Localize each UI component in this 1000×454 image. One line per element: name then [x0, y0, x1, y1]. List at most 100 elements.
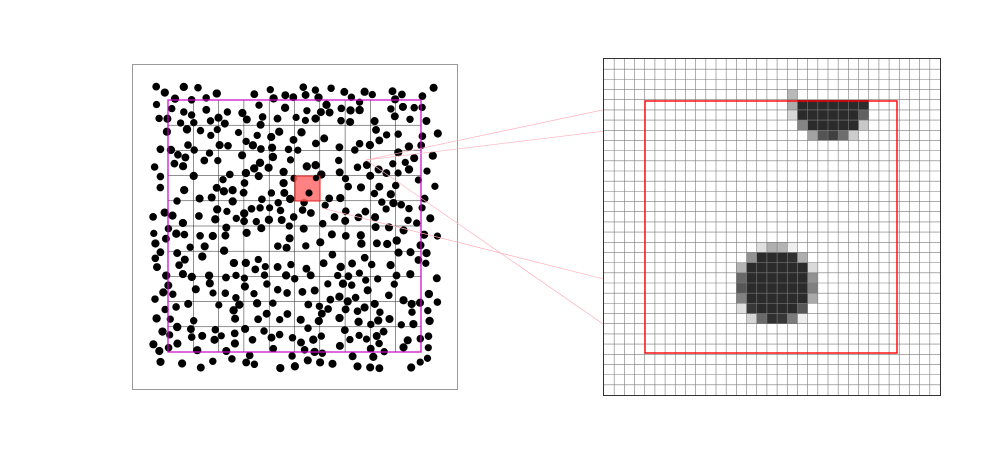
particle-dot	[383, 239, 392, 249]
particle-dot	[173, 339, 182, 348]
pixel	[777, 252, 788, 263]
particle-dot	[322, 100, 331, 109]
particle-dot	[252, 217, 260, 226]
pixel	[787, 89, 798, 100]
particle-dot	[317, 309, 326, 318]
particle-dot	[170, 159, 179, 168]
particle-dot	[256, 120, 265, 129]
particle-dot	[355, 269, 364, 277]
pixel	[797, 262, 808, 273]
particle-dot	[368, 90, 376, 99]
particle-dot	[247, 204, 256, 213]
particle-dot	[341, 216, 350, 225]
particle-dot	[276, 363, 285, 373]
particle-dot	[173, 322, 182, 332]
particle-dot	[340, 326, 349, 335]
particle-dot	[200, 242, 209, 251]
particle-dot	[242, 115, 251, 124]
particle-dot	[433, 298, 442, 306]
pixel	[797, 272, 808, 283]
particle-dot	[311, 86, 320, 94]
particle-dot	[184, 299, 193, 308]
particle-dot	[222, 273, 230, 282]
particle-dot	[316, 238, 325, 247]
particle-dot	[371, 223, 380, 232]
pixel	[787, 99, 798, 110]
particle-dot	[286, 156, 295, 164]
particle-dot	[297, 128, 306, 137]
particle-dot	[254, 315, 262, 324]
particle-dot	[325, 194, 334, 203]
particle-dot	[296, 315, 305, 324]
particle-dot	[360, 253, 369, 262]
particle-dot	[424, 307, 432, 315]
particle-dot	[351, 293, 360, 302]
particle-dot	[372, 125, 380, 134]
particle-dot	[304, 300, 313, 309]
particle-dot	[416, 334, 425, 343]
pixel	[797, 120, 808, 131]
particle-dot	[175, 261, 183, 269]
pixel	[766, 293, 778, 304]
particle-dot	[155, 114, 163, 123]
particle-dot	[289, 213, 298, 221]
pixel	[756, 293, 767, 304]
particle-dot	[207, 193, 216, 202]
particle-dot	[375, 182, 384, 191]
particle-dot	[250, 90, 259, 99]
particle-dot	[196, 363, 205, 372]
particle-dot	[294, 146, 302, 154]
particle-dot	[172, 303, 180, 311]
particle-dot	[196, 231, 204, 240]
particle-dot	[257, 224, 266, 233]
pixel	[807, 272, 818, 283]
particle-dot	[262, 309, 271, 318]
pixel	[787, 109, 798, 121]
pixel	[848, 130, 859, 141]
particle-dot	[241, 324, 250, 333]
particle-dot	[328, 359, 337, 368]
particle-dot	[151, 295, 159, 303]
particle-dot	[169, 290, 177, 298]
particle-dot	[428, 151, 437, 160]
particle-dot	[304, 324, 312, 332]
particle-dot	[344, 272, 353, 281]
particle-dot	[335, 143, 344, 152]
particle-dot	[200, 156, 209, 165]
particle-dot	[189, 171, 198, 181]
right-panel-frame	[603, 58, 941, 396]
particle-dot	[318, 349, 327, 357]
particle-dot	[418, 204, 426, 212]
particle-dot	[190, 119, 198, 127]
particle-dot	[414, 256, 423, 264]
particle-dot	[336, 193, 345, 203]
particle-dot	[367, 320, 375, 329]
particle-dot	[161, 234, 170, 243]
particle-dot	[340, 87, 349, 96]
particle-dot	[290, 362, 300, 371]
particle-dot	[220, 119, 229, 128]
particle-dot	[433, 232, 442, 240]
particle-dot	[375, 339, 383, 348]
particle-dot	[372, 332, 381, 340]
particle-dot	[310, 286, 319, 295]
particle-dot	[414, 176, 423, 184]
particle-dot	[264, 215, 274, 224]
particle-dot	[232, 293, 240, 302]
particle-dot	[292, 113, 300, 122]
pixel	[817, 130, 828, 141]
particle-dot	[162, 271, 171, 280]
particle-dot	[180, 108, 188, 116]
particle-dot	[178, 270, 187, 279]
particle-dot	[258, 195, 266, 204]
particle-dot	[179, 82, 188, 92]
pixel-zoom-panel	[603, 58, 941, 396]
particle-dot	[302, 242, 310, 250]
particle-dot	[240, 179, 249, 187]
particle-dot	[277, 216, 286, 224]
particle-dot	[423, 354, 432, 362]
particle-dot	[315, 302, 324, 310]
pixel	[797, 293, 808, 304]
pixel	[766, 262, 778, 273]
